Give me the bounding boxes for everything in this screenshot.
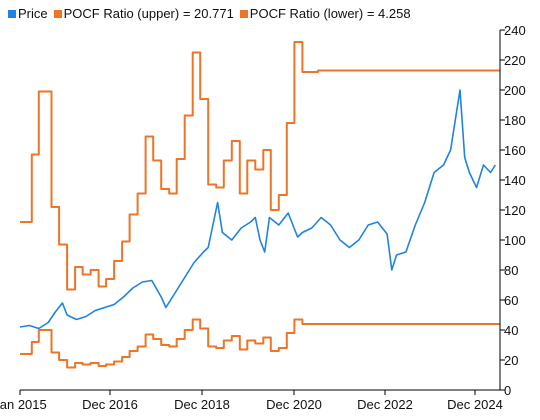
y-tick-label: 0 <box>504 383 511 398</box>
pocf-upper-swatch-icon <box>53 9 62 18</box>
series-line-price <box>19 89 496 330</box>
y-tick-label: 120 <box>504 203 526 218</box>
legend-item-price[interactable]: Price <box>8 6 48 21</box>
x-tick-label: Dec 2020 <box>266 397 322 412</box>
legend-label-pocf-lower: POCF Ratio (lower) = 4.258 <box>249 6 411 21</box>
y-axis-ticks: 0 20 40 60 80 100 120 140 160 180 200 220 240 <box>500 23 526 398</box>
x-tick-label: Dec 2018 <box>174 397 230 412</box>
y-tick-label: 220 <box>504 53 526 68</box>
y-tick-label: 240 <box>504 23 526 38</box>
x-tick-label: Dec 2022 <box>357 397 413 412</box>
y-tick-label: 20 <box>504 353 518 368</box>
x-axis-ticks: Jan 2015 Dec 2016 Dec 2018 Dec 2020 Dec 2022… <box>0 390 503 412</box>
price-swatch-icon <box>8 9 16 18</box>
legend-label-pocf-upper: POCF Ratio (upper) = 20.771 <box>63 6 234 21</box>
y-tick-label: 180 <box>504 113 526 128</box>
x-tick-label: Dec 2024 <box>447 397 503 412</box>
legend-label-price: Price <box>18 6 48 21</box>
legend-item-pocf-upper[interactable]: POCF Ratio (upper) = 20.771 <box>53 6 234 21</box>
series-line-pocf-ratio-upper <box>20 41 500 291</box>
chart-lines <box>19 41 500 369</box>
y-tick-label: 40 <box>504 323 518 338</box>
y-tick-label: 140 <box>504 173 526 188</box>
x-tick-label: Jan 2015 <box>0 397 47 412</box>
y-tick-label: 80 <box>504 263 518 278</box>
y-tick-label: 100 <box>504 233 526 248</box>
y-tick-label: 200 <box>504 83 526 98</box>
legend-item-pocf-lower[interactable]: POCF Ratio (lower) = 4.258 <box>239 6 411 21</box>
x-tick-label: Dec 2016 <box>82 397 138 412</box>
series-line-pocf-ratio-lower <box>20 318 500 369</box>
y-tick-label: 60 <box>504 293 518 308</box>
chart-legend: Price POCF Ratio (upper) = 20.771 POCF R… <box>8 6 417 21</box>
pocf-lower-swatch-icon <box>239 9 248 18</box>
y-tick-label: 160 <box>504 143 526 158</box>
